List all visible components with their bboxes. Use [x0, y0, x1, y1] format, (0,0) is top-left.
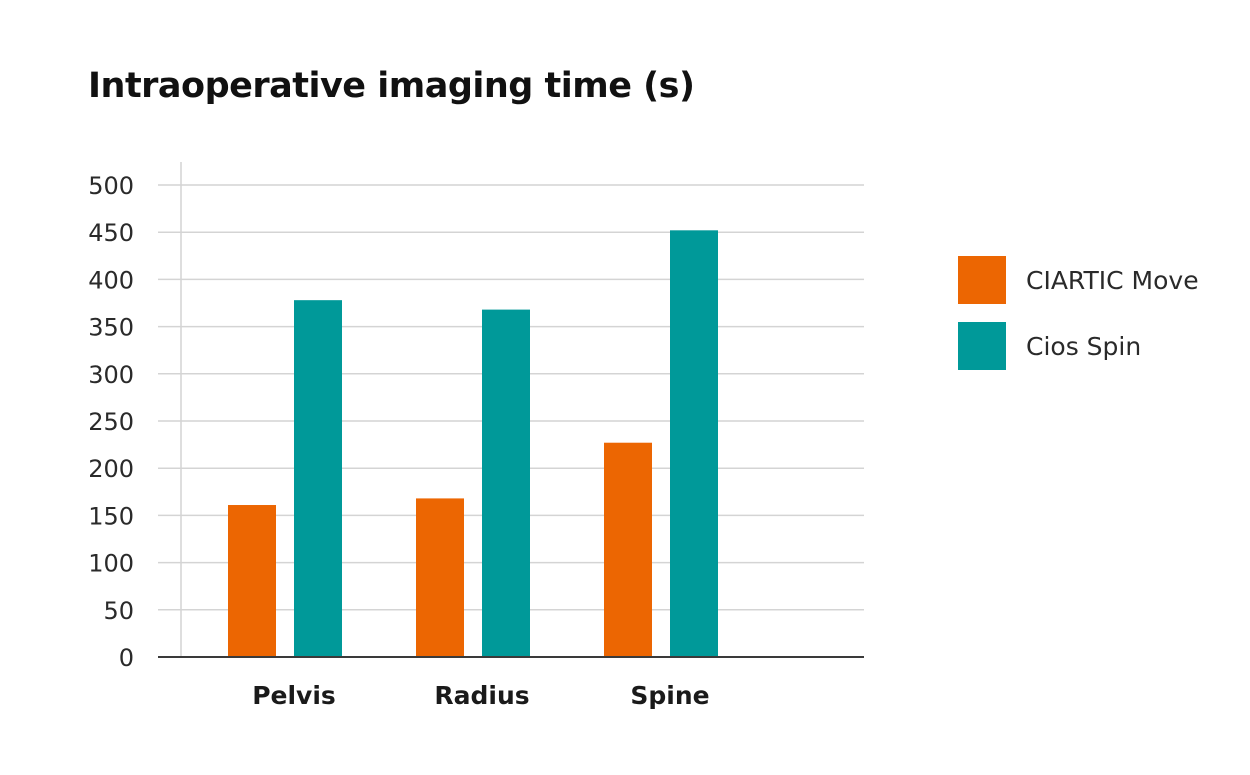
x-category-label: Spine	[630, 681, 709, 710]
bar-ciartic-move-pelvis	[228, 505, 276, 657]
y-tick-label: 450	[88, 219, 134, 247]
y-tick-label: 150	[88, 502, 134, 530]
y-tick-label: 100	[88, 550, 134, 578]
y-tick-label: 300	[88, 361, 134, 389]
y-tick-label: 50	[103, 597, 134, 625]
y-tick-label: 200	[88, 455, 134, 483]
x-axis-labels: Pelvis Radius Spine	[252, 681, 709, 710]
chart-title: Intraoperative imaging time (s)	[88, 66, 695, 106]
y-tick-label: 250	[88, 408, 134, 436]
bar-cios-spin-spine	[670, 230, 718, 657]
y-tick-label: 400	[88, 266, 134, 294]
legend-swatch	[958, 256, 1006, 304]
axes	[158, 162, 864, 658]
y-tick-label: 500	[88, 172, 134, 200]
bar-ciartic-move-spine	[604, 442, 652, 657]
x-category-label: Radius	[434, 681, 529, 710]
y-tick-label: 350	[88, 314, 134, 342]
y-axis-ticks: 0 50 100 150 200 250 300 350 400 450 500	[88, 172, 134, 672]
x-category-label: Pelvis	[252, 681, 336, 710]
legend-label: CIARTIC Move	[1026, 266, 1199, 295]
bar-cios-spin-radius	[482, 309, 530, 657]
y-tick-label: 0	[119, 644, 134, 672]
bar-cios-spin-pelvis	[294, 300, 342, 657]
legend-swatch	[958, 322, 1006, 370]
legend: CIARTIC Move Cios Spin	[958, 256, 1199, 370]
bar-ciartic-move-radius	[416, 498, 464, 657]
bars	[228, 230, 718, 657]
legend-label: Cios Spin	[1026, 332, 1141, 361]
